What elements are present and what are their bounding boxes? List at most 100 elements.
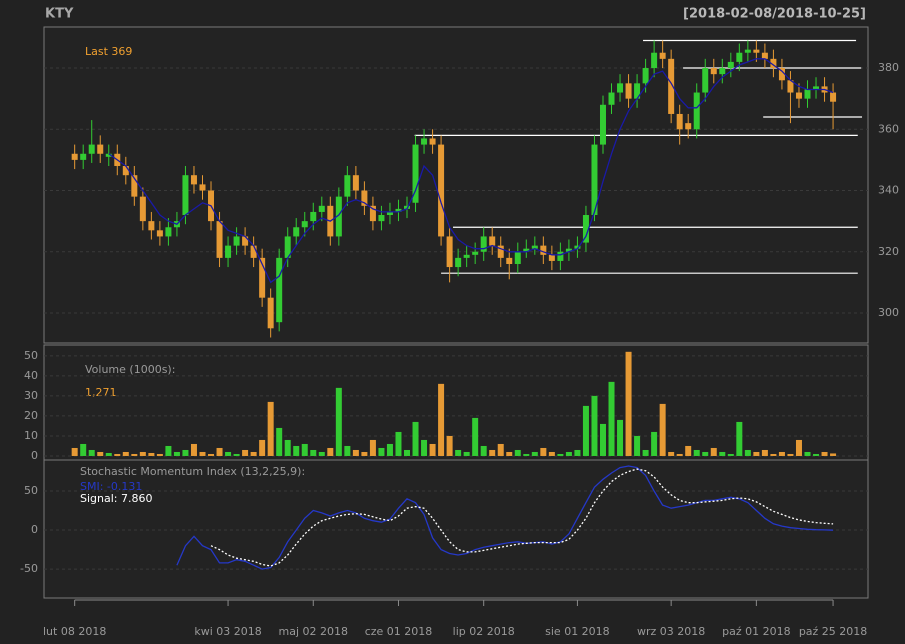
candle-body xyxy=(582,215,589,243)
y-tick-label: -50 xyxy=(20,562,38,575)
candle-body xyxy=(523,248,530,252)
candle-body xyxy=(634,83,641,99)
volume-bar xyxy=(489,449,496,456)
volume-bar xyxy=(335,387,342,456)
x-tick-label: lut 08 2018 xyxy=(43,625,106,638)
volume-bar xyxy=(284,439,291,456)
chart-title: KTY xyxy=(45,7,74,22)
volume-bar xyxy=(651,431,658,456)
volume-bar xyxy=(497,443,504,456)
volume-bar xyxy=(574,449,581,456)
candle-body xyxy=(830,92,837,102)
volume-bar xyxy=(259,439,266,456)
volume-bar xyxy=(761,449,768,456)
volume-bar xyxy=(421,439,428,456)
volume-bar xyxy=(582,405,589,456)
last-volume: 1,271 xyxy=(85,386,117,399)
candle-body xyxy=(182,175,189,216)
candle-body xyxy=(608,92,615,105)
volume-bar xyxy=(276,427,283,456)
candle-body xyxy=(795,92,802,99)
moving-average xyxy=(108,58,834,284)
date-range: [2018-02-08/2018-10-25] xyxy=(683,7,866,22)
candle-body xyxy=(744,49,751,53)
volume-bar xyxy=(463,451,470,456)
volume-bar xyxy=(719,451,726,456)
candle-body xyxy=(361,190,368,206)
candle-body xyxy=(599,104,606,145)
candle-body xyxy=(71,153,78,160)
volume-bar xyxy=(710,447,717,456)
volume-bar xyxy=(233,453,240,456)
candle-body xyxy=(770,58,777,69)
volume-panel xyxy=(43,344,869,461)
volume-bar xyxy=(225,451,232,456)
candle-body xyxy=(685,123,692,130)
volume-bar xyxy=(369,439,376,456)
candle-body xyxy=(727,61,734,69)
candle-body xyxy=(88,144,95,154)
x-tick-label: paź 01 2018 xyxy=(722,625,790,638)
candle-body xyxy=(693,92,700,130)
y-tick-label: 0 xyxy=(31,449,38,462)
y-tick-label: 40 xyxy=(24,369,38,382)
volume-bar xyxy=(208,453,215,456)
volume-bar xyxy=(523,453,530,456)
y-tick-label: 300 xyxy=(878,306,899,319)
candle-body xyxy=(753,49,760,53)
candle-body xyxy=(574,245,581,249)
candle-body xyxy=(318,205,325,212)
volume-bar xyxy=(455,449,462,456)
candle-body xyxy=(190,175,197,185)
volume-bar xyxy=(744,449,751,456)
volume-bar xyxy=(608,381,615,456)
candle-body xyxy=(216,221,223,258)
volume-bar xyxy=(727,453,734,456)
volume-bar xyxy=(404,449,411,456)
volume-bar xyxy=(693,449,700,456)
candle-body xyxy=(225,245,232,258)
candle-body xyxy=(242,236,249,246)
volume-bar xyxy=(250,451,257,456)
volume-bar xyxy=(778,451,785,456)
candle-body xyxy=(97,144,104,154)
candle-body xyxy=(369,205,376,222)
volume-bar xyxy=(446,435,453,456)
volume-bar xyxy=(736,421,743,456)
candle-body xyxy=(165,227,172,237)
volume-bar xyxy=(105,452,112,456)
volume-bar xyxy=(685,445,692,456)
y-tick-label: 10 xyxy=(24,429,38,442)
volume-bar xyxy=(190,443,197,456)
volume-bar xyxy=(97,451,104,456)
candle-body xyxy=(421,138,428,145)
volume-bar xyxy=(310,449,317,456)
candle-body xyxy=(813,86,820,90)
volume-bar xyxy=(148,452,155,456)
candle-body xyxy=(778,68,785,81)
candle-body xyxy=(489,236,496,246)
candle-body xyxy=(446,236,453,268)
volume-bar xyxy=(122,451,129,456)
candle-body xyxy=(651,52,658,69)
volume-bar xyxy=(412,421,419,456)
candle-body xyxy=(676,113,683,130)
volume-bar xyxy=(506,451,513,456)
candle-body xyxy=(378,215,385,222)
candle-body xyxy=(386,211,393,216)
y-tick-label: 50 xyxy=(24,349,38,362)
volume-bar xyxy=(139,451,146,456)
volume-bar xyxy=(318,451,325,456)
volume-bar xyxy=(80,443,87,456)
volume-bar xyxy=(702,451,709,456)
candle-body xyxy=(642,68,649,84)
last-price: Last 369 xyxy=(85,45,132,58)
volume-bar xyxy=(293,445,300,456)
volume-bar xyxy=(165,445,172,456)
volume-bar xyxy=(480,445,487,456)
candle-body xyxy=(617,83,624,93)
candle-body xyxy=(719,68,726,75)
smi-line xyxy=(176,465,834,570)
volume-bar xyxy=(438,383,445,456)
